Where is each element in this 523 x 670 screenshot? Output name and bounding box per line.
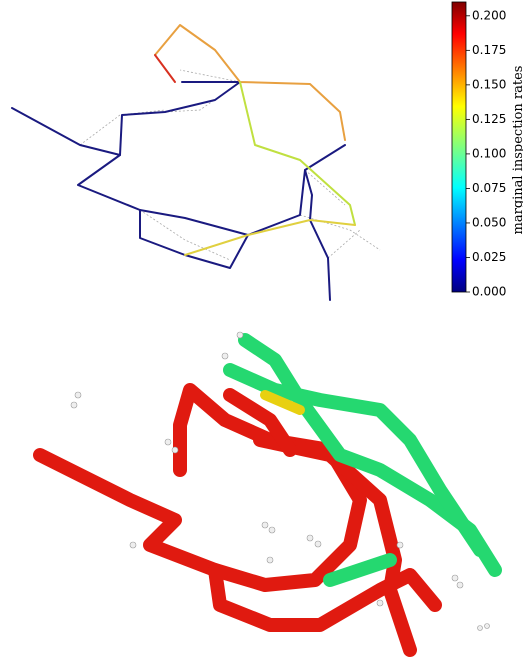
tick-label: 0.100 [472, 146, 506, 160]
tick-label: 0.175 [472, 43, 506, 57]
molecule-wireframe [11, 24, 381, 301]
tick-label: 0.050 [472, 215, 506, 229]
molecule-render [33, 331, 502, 657]
tick-label: 0.150 [472, 77, 506, 91]
tick-label: 0.075 [472, 181, 506, 195]
tick-label: 0.025 [472, 250, 506, 264]
tick-label: 0.125 [472, 112, 506, 126]
colorbar [451, 1, 467, 293]
tick-label: 0.200 [472, 8, 506, 22]
colorbar-label: marginal inspection rates [511, 66, 523, 235]
tick-label: 0.000 [472, 285, 506, 299]
